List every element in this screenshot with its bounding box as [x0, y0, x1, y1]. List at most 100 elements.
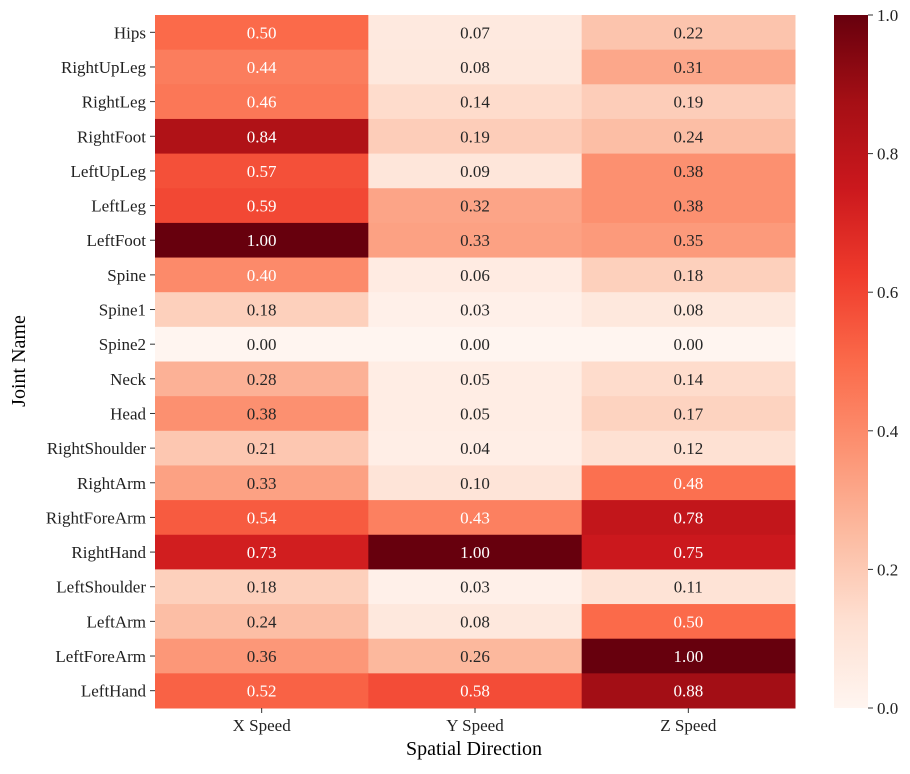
- heatmap-cell: [368, 534, 583, 570]
- heatmap-cell: [155, 500, 369, 536]
- y-tick-label: Spine1: [99, 301, 146, 320]
- cell-label: 0.38: [247, 404, 277, 423]
- y-tick-label: RightHand: [71, 543, 146, 562]
- cell-label: 0.00: [673, 335, 703, 354]
- y-tick-label: LeftLeg: [91, 197, 146, 216]
- heatmap-cell: [368, 49, 583, 85]
- heatmap-cell: [581, 222, 796, 259]
- heatmap-cell: [155, 465, 369, 501]
- heatmap-cell: [581, 15, 796, 51]
- colorbar-tick-label: 0.6: [877, 283, 898, 302]
- cell-label: 0.75: [673, 543, 703, 562]
- cell-label: 0.19: [460, 127, 490, 146]
- cell-label: 0.57: [247, 162, 277, 181]
- x-axis-label: Spatial Direction: [406, 738, 542, 760]
- cell-label: 0.43: [460, 508, 490, 527]
- cell-label: 0.50: [247, 23, 277, 42]
- cell-label: 0.21: [247, 439, 277, 458]
- cell-label: 0.11: [674, 578, 703, 597]
- y-axis-label: Joint Name: [8, 315, 30, 407]
- y-tick-label: Head: [110, 404, 146, 423]
- cell-label: 0.08: [460, 612, 490, 631]
- y-tick-label: LeftShoulder: [56, 578, 146, 597]
- heatmap-cell: [581, 361, 796, 397]
- heatmap-cell: [368, 153, 583, 189]
- cell-label: 0.52: [247, 682, 277, 701]
- x-tick-label: X Speed: [233, 716, 292, 735]
- y-tick-label: LeftArm: [87, 612, 146, 631]
- cell-label: 0.12: [673, 439, 703, 458]
- y-tick-label: RightFoot: [77, 127, 146, 146]
- cell-label: 0.09: [460, 162, 490, 181]
- cell-label: 0.38: [673, 162, 703, 181]
- heatmap-cell: [368, 361, 583, 397]
- cell-label: 1.00: [460, 543, 490, 562]
- heatmap-cell: [581, 569, 796, 605]
- cell-label: 1.00: [247, 231, 277, 250]
- heatmap-cell: [155, 118, 369, 155]
- heatmap-cell: [368, 396, 583, 432]
- cell-label: 0.00: [460, 335, 490, 354]
- heatmap-cell: [368, 188, 583, 224]
- heatmap-cell: [581, 396, 796, 432]
- heatmap-cell: [155, 430, 369, 466]
- cell-label: 0.26: [460, 647, 490, 666]
- y-tick-label: Spine2: [99, 335, 146, 354]
- heatmap-cell: [581, 118, 796, 155]
- x-tick-label: Z Speed: [660, 716, 717, 735]
- cell-label: 0.40: [247, 266, 277, 285]
- heatmap-cell: [368, 604, 583, 640]
- heatmap-cell: [581, 500, 796, 536]
- heatmap-cell: [155, 604, 369, 640]
- heatmap-cell: [155, 638, 369, 674]
- heatmap-cell: [368, 673, 583, 709]
- heatmap-cell: [368, 326, 583, 362]
- y-tick-label: RightUpLeg: [61, 58, 146, 77]
- cell-label: 0.03: [460, 578, 490, 597]
- heatmap-cell: [581, 638, 796, 674]
- cell-label: 0.33: [247, 474, 277, 493]
- colorbar: [834, 15, 868, 708]
- cell-label: 0.35: [673, 231, 703, 250]
- y-tick-label: Spine: [107, 266, 146, 285]
- heatmap-cell: [155, 15, 369, 51]
- cell-label: 0.38: [673, 197, 703, 216]
- cell-label: 0.08: [460, 58, 490, 77]
- cell-label: 0.19: [673, 93, 703, 112]
- cell-label: 0.17: [673, 404, 703, 423]
- cell-label: 0.32: [460, 197, 490, 216]
- cell-label: 0.50: [673, 612, 703, 631]
- y-tick-label: LeftHand: [81, 682, 147, 701]
- heatmap-cell: [155, 153, 369, 189]
- y-tick-label: RightShoulder: [47, 439, 147, 458]
- heatmap-cell: [155, 257, 369, 293]
- heatmap-cell: [155, 534, 369, 570]
- heatmap-cell: [155, 49, 369, 85]
- heatmap-cell: [368, 292, 583, 328]
- cell-label: 0.07: [460, 23, 490, 42]
- cell-label: 0.33: [460, 231, 490, 250]
- cell-label: 0.22: [673, 23, 703, 42]
- cell-label: 0.84: [247, 127, 277, 146]
- colorbar-tick-label: 0.8: [877, 145, 898, 164]
- y-tick-label: LeftForeArm: [55, 647, 146, 666]
- cell-label: 0.44: [247, 58, 277, 77]
- y-tick-label: RightForeArm: [46, 508, 146, 527]
- cell-label: 0.14: [460, 93, 490, 112]
- x-tick-label: Y Speed: [446, 716, 504, 735]
- heatmap-cell: [368, 118, 583, 155]
- heatmap-cell: [581, 84, 796, 120]
- cell-label: 0.31: [673, 58, 703, 77]
- heatmap-cell: [581, 430, 796, 466]
- heatmap-cell: [581, 153, 796, 189]
- heatmap-cell: [368, 15, 583, 51]
- cell-label: 1.00: [673, 647, 703, 666]
- heatmap-cell: [581, 188, 796, 224]
- cell-label: 0.00: [247, 335, 277, 354]
- cell-label: 0.06: [460, 266, 490, 285]
- cell-label: 0.73: [247, 543, 277, 562]
- colorbar-tick-label: 0.2: [877, 560, 898, 579]
- heatmap-cell: [368, 430, 583, 466]
